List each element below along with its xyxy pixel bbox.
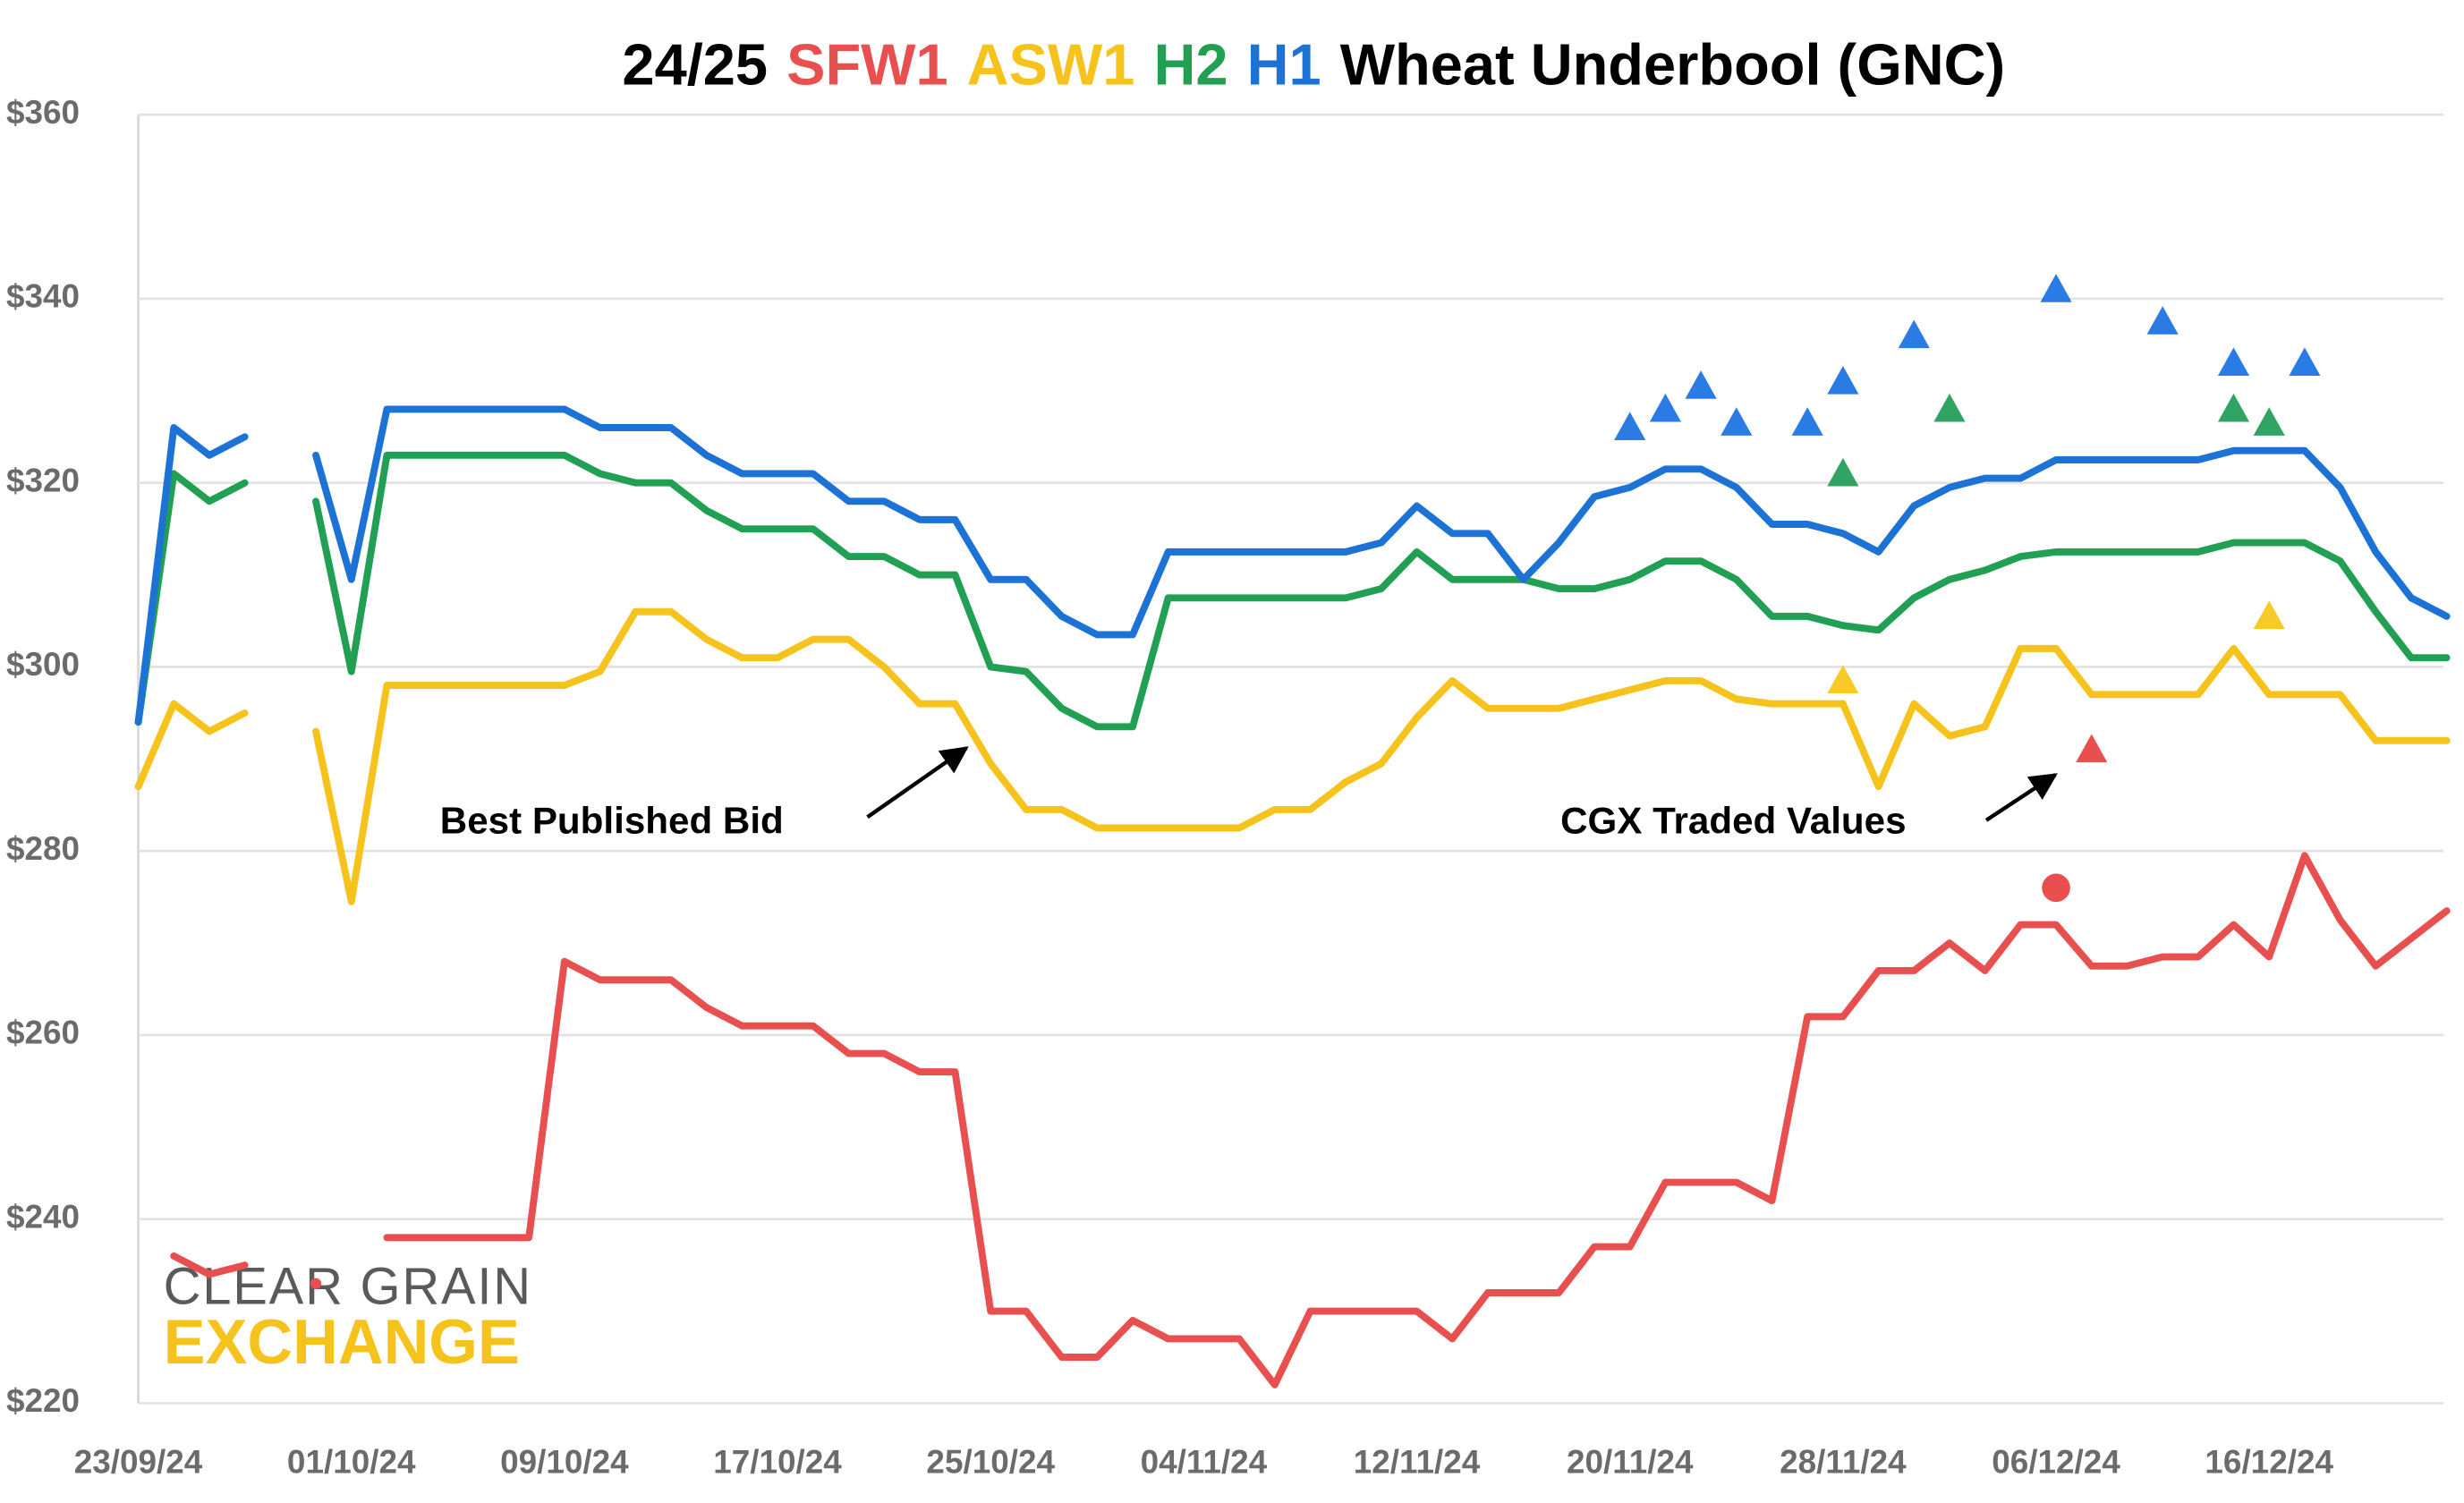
x-tick-label: 06/12/24 [1992, 1444, 2120, 1481]
line-point [310, 1278, 322, 1289]
traded-point [1791, 407, 1823, 436]
traded-point [2146, 306, 2179, 335]
x-tick-label: 16/12/24 [2205, 1444, 2333, 1481]
y-tick-label: $240 [6, 1198, 80, 1235]
x-tick-label: 09/10/24 [500, 1444, 629, 1481]
traded-point [1827, 457, 1859, 487]
y-tick-label: $320 [6, 462, 80, 498]
traded-point [2042, 873, 2070, 903]
x-tick-label: 20/11/24 [1567, 1444, 1694, 1481]
traded-point [1649, 393, 1681, 422]
markers [1614, 274, 2321, 903]
y-tick-label: $220 [6, 1382, 80, 1419]
x-tick-label: 01/10/24 [287, 1444, 416, 1481]
x-tick-label: 28/11/24 [1780, 1444, 1907, 1481]
line-series [170, 852, 2451, 1388]
annotation-arrow [1984, 773, 2058, 822]
y-tick-label: $340 [6, 278, 80, 315]
y-tick-label: $280 [6, 830, 80, 867]
x-tick-label: 12/11/24 [1354, 1444, 1481, 1481]
traded-point [2217, 347, 2250, 377]
x-tick-label: 04/11/24 [1141, 1444, 1268, 1481]
legend-entry: SFW1 [786, 31, 947, 97]
title-text: 24/25 [622, 31, 768, 97]
x-tick-label: 23/09/24 [74, 1444, 203, 1481]
title-text: Wheat Underbool (GNC) [1340, 31, 2005, 97]
traded-point [1898, 319, 1930, 349]
traded-point [2289, 347, 2321, 377]
legend-entry: H2 [1153, 31, 1228, 97]
x-tick-label: 25/10/24 [926, 1444, 1055, 1481]
axes: $220 $240 $260 $280 $300 $320 $340 $360 23/09/24… [6, 94, 2333, 1481]
traded-point [1721, 407, 1753, 436]
y-tick-label: $360 [6, 94, 80, 131]
traded-point [1827, 665, 1859, 693]
logo: CLEAR GRAIN EXCHANGE [164, 1258, 531, 1377]
line-series [134, 607, 2451, 905]
annotation: CGX Traded Values [1560, 799, 1906, 841]
annotation: Best Published Bid [440, 799, 784, 841]
y-tick-label: $300 [6, 646, 80, 683]
traded-point [2040, 274, 2072, 302]
legend-entry: H1 [1247, 31, 1321, 97]
grid [138, 113, 2444, 1405]
annotation-arrow [866, 746, 969, 819]
traded-point [2076, 734, 2108, 763]
legend-entry: ASW1 [967, 31, 1135, 97]
lines [134, 405, 2451, 1388]
traded-point [1933, 393, 1966, 422]
x-tick-label: 17/10/24 [713, 1444, 842, 1481]
traded-point [2253, 407, 2285, 436]
chart-title: 24/25 SFW1 ASW1 H2 H1 Wheat Underbool (GNC) [622, 31, 2005, 97]
logo-line-2: EXCHANGE [164, 1306, 520, 1377]
line-series [134, 405, 2451, 726]
traded-point [2253, 600, 2285, 629]
traded-point [2217, 393, 2250, 422]
y-tick-label: $260 [6, 1015, 80, 1051]
traded-point [1614, 412, 1646, 441]
traded-point [1827, 365, 1859, 395]
traded-point [1685, 370, 1717, 399]
